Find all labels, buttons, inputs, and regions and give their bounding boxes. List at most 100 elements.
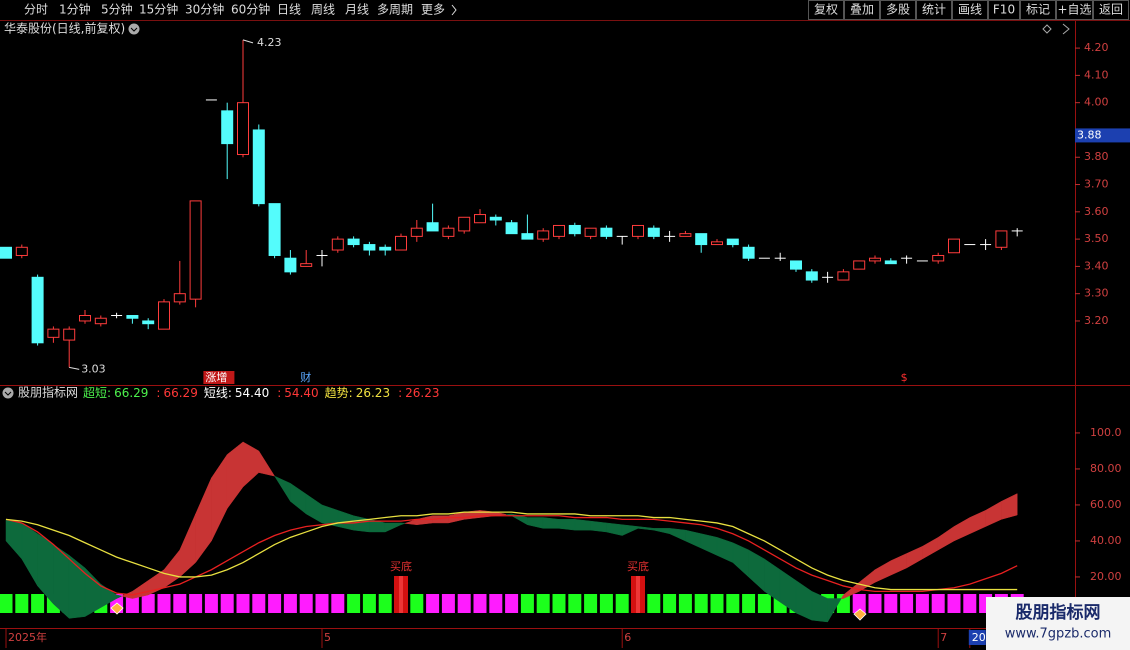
legend-value: 66.29 (163, 386, 197, 400)
legend-separator: : (107, 386, 111, 400)
event-label: $ (901, 371, 908, 384)
title-menu-icon[interactable] (128, 23, 140, 35)
ribbon-segment (400, 522, 406, 526)
candle-body (742, 246, 755, 259)
strip-bar (963, 594, 977, 613)
indicator-menu-icon[interactable] (2, 387, 14, 399)
candle-body (647, 227, 660, 237)
y-tick-label: 60.00 (1090, 498, 1122, 511)
toolbar-button-label[interactable]: 叠加 (850, 3, 874, 17)
legend-separator: : (398, 386, 402, 400)
strip-bar (173, 594, 187, 613)
toolbar-button-label[interactable]: 标记 (1026, 3, 1050, 17)
candle-body (189, 200, 202, 300)
toolbar-button-label[interactable]: +自选 (1057, 3, 1091, 17)
toolbar-tab[interactable]: 更多 (421, 3, 445, 17)
y-tick-label: 3.40 (1084, 259, 1109, 272)
price-tag (1075, 128, 1130, 143)
candle-body (284, 257, 297, 273)
strip-bar (520, 594, 534, 613)
strip-bar (125, 594, 139, 613)
strip-bar (410, 594, 424, 613)
ribbon-segment (1001, 493, 1018, 520)
candle-body (568, 224, 581, 235)
toolbar-button[interactable] (1056, 0, 1093, 20)
annotation-arrow (242, 39, 254, 44)
toolbar-button[interactable] (808, 0, 844, 20)
toolbar-tab[interactable]: 15分钟 (139, 2, 178, 17)
toolbar-button[interactable] (916, 0, 952, 20)
candle-body (442, 227, 455, 237)
ribbon-segment (827, 598, 842, 623)
toolbar-button[interactable] (1093, 0, 1129, 20)
legend-value: 26.23 (356, 386, 390, 400)
toolbar-button[interactable] (952, 0, 988, 20)
panel-icon[interactable] (1062, 23, 1070, 35)
toolbar-button-label[interactable]: 统计 (922, 3, 946, 17)
strip-bar (15, 594, 29, 613)
toolbar-button-label[interactable]: 多股 (886, 3, 910, 17)
strip-bar (710, 594, 724, 613)
strip-bar (473, 594, 487, 613)
legend-separator: : (349, 386, 353, 400)
toolbar-tab[interactable]: 60分钟 (231, 2, 270, 17)
date-label: 6 (624, 631, 631, 644)
toolbar-button[interactable] (1020, 0, 1056, 20)
toolbar-tab[interactable]: 多周期 (377, 3, 413, 17)
candle-body (632, 224, 644, 237)
y-tick-label: 4.00 (1084, 96, 1109, 109)
toolbar-button[interactable] (844, 0, 880, 20)
toolbar-tab[interactable]: 月线 (345, 3, 369, 17)
indicator-line (5, 515, 1018, 596)
candle-body (521, 233, 534, 240)
candle-body (300, 263, 313, 267)
panel-icon[interactable] (1042, 24, 1052, 34)
chart-title: 华泰股份(日线,前复权) (4, 21, 125, 36)
candle-body (837, 271, 850, 281)
y-tick-label: 3.60 (1084, 205, 1109, 218)
strip-bar (599, 594, 613, 613)
strip-bar (678, 594, 692, 613)
candle-body (363, 244, 376, 251)
toolbar-tab[interactable]: 1分钟 (59, 2, 91, 17)
watermark-name: 股朋指标网 (1016, 602, 1101, 623)
signal-diamond (110, 602, 124, 615)
strip-bar (742, 594, 756, 613)
strip-bar (441, 594, 455, 613)
strip-bar (283, 594, 297, 613)
candle-body (948, 238, 960, 254)
candle-body (584, 227, 597, 237)
toolbar-tab[interactable]: 分时 (24, 3, 48, 17)
toolbar-tab[interactable]: 日线 (277, 3, 301, 17)
strip-bar (694, 594, 708, 613)
toolbar-button-label[interactable]: 画线 (958, 3, 982, 17)
toolbar-button-label[interactable]: 复权 (814, 3, 838, 17)
strip-bar (457, 594, 471, 613)
indicator-line (5, 511, 1018, 591)
toolbar-button[interactable] (988, 0, 1020, 20)
ribbon-segment (542, 517, 560, 529)
candle-body (869, 257, 881, 262)
candle-body (600, 227, 613, 237)
candle-body (884, 260, 897, 265)
candle-body (31, 276, 44, 344)
strip-bar (947, 594, 961, 613)
toolbar-tab[interactable]: 5分钟 (101, 2, 133, 17)
event-label: 涨增 (205, 370, 227, 384)
candle-body (379, 246, 392, 251)
buy-label: 买底 (627, 559, 649, 573)
date-label: 20 (972, 631, 986, 644)
toolbar-tab[interactable]: 30分钟 (185, 2, 224, 17)
toolbar-button-label[interactable]: 返回 (1099, 3, 1123, 17)
more-chevron[interactable] (451, 4, 457, 16)
toolbar-button-label[interactable]: F10 (993, 3, 1015, 17)
candle-body (790, 260, 802, 270)
date-label: 2025年 (8, 630, 47, 644)
strip-bar (931, 594, 945, 613)
toolbar-tab[interactable]: 周线 (311, 3, 335, 17)
ribbon-segment (258, 450, 276, 477)
strip-bar (505, 594, 519, 613)
candle-body (79, 315, 91, 322)
toolbar-button[interactable] (880, 0, 916, 20)
y-tick-label: 3.50 (1084, 232, 1109, 245)
